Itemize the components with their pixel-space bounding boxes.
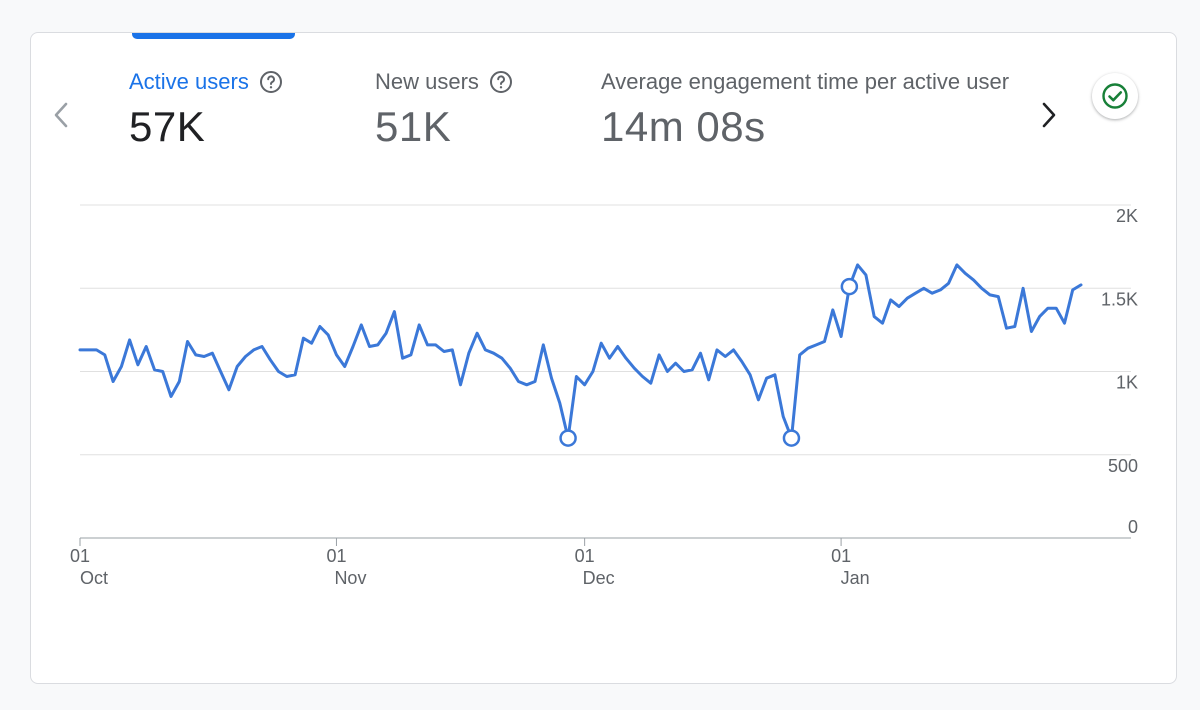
metric-value: 51K <box>375 103 452 150</box>
help-circle-icon[interactable] <box>259 70 283 94</box>
y-tick-label: 1K <box>1116 373 1138 393</box>
previous-metrics-button[interactable] <box>47 97 75 133</box>
highlight-points <box>559 277 859 447</box>
chevron-left-icon <box>54 102 68 128</box>
metric-label: Active users <box>129 69 249 94</box>
y-tick-label: 2K <box>1116 206 1138 226</box>
highlight-point[interactable] <box>782 429 801 447</box>
x-tick-month-label: Nov <box>334 568 366 588</box>
metrics-card: Active users 57K New users 51K Average e… <box>30 32 1177 684</box>
x-tick-day-label: 01 <box>831 546 851 566</box>
x-tick-day-label: 01 <box>575 546 595 566</box>
series-layer <box>78 263 1083 440</box>
status-badge[interactable] <box>1092 73 1138 119</box>
y-axis: 0 500 1K 1.5K 2K <box>1101 206 1138 537</box>
x-tick-month-label: Dec <box>583 568 615 588</box>
next-metrics-button[interactable] <box>1035 97 1063 133</box>
x-tick-month-label: Jan <box>841 568 870 588</box>
active-users-series-line <box>78 263 1083 440</box>
metric-tab-average-engagement-time[interactable]: Average engagement time per active user … <box>601 67 1023 151</box>
metric-tab-new-users[interactable]: New users 51K <box>375 67 513 151</box>
help-circle-icon[interactable] <box>489 70 513 94</box>
check-circle-icon <box>1102 83 1128 109</box>
chevron-right-icon <box>1042 102 1056 128</box>
metric-label: New users <box>375 69 479 94</box>
highlight-point[interactable] <box>840 277 859 296</box>
x-tick-month-label: Oct <box>80 568 108 588</box>
highlight-point[interactable] <box>559 429 577 447</box>
selected-tab-indicator <box>132 33 295 39</box>
metric-value: 57K <box>129 103 206 150</box>
y-tick-label: 500 <box>1108 456 1138 476</box>
metric-tab-active-users[interactable]: Active users 57K <box>129 67 283 151</box>
y-tick-label: 1.5K <box>1101 289 1138 309</box>
x-tick-day-label: 01 <box>70 546 90 566</box>
y-tick-label: 0 <box>1128 517 1138 537</box>
gridlines <box>80 204 1131 539</box>
x-tick-day-label: 01 <box>326 546 346 566</box>
metric-label: Average engagement time per active user <box>601 69 1010 94</box>
metric-value: 14m 08s <box>601 103 766 150</box>
